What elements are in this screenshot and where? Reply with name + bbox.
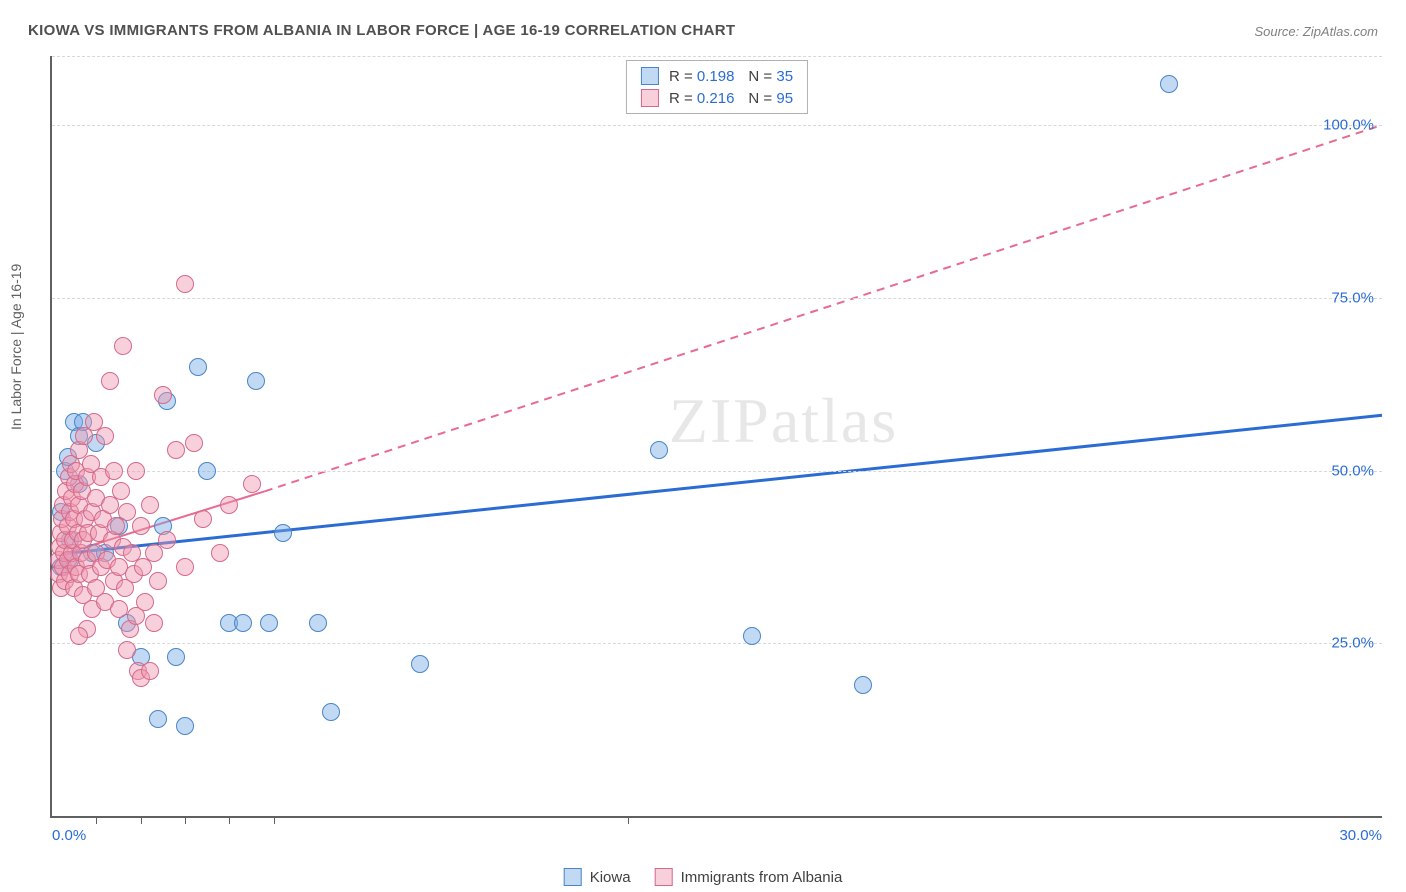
legend-swatch <box>641 89 659 107</box>
data-point <box>114 337 132 355</box>
data-point <box>176 275 194 293</box>
data-point <box>650 441 668 459</box>
gridline <box>52 298 1382 299</box>
x-tick <box>141 816 142 824</box>
trendlines-layer <box>52 56 1382 816</box>
series-legend-label: Immigrants from Albania <box>681 869 843 886</box>
data-point <box>105 462 123 480</box>
data-point <box>127 462 145 480</box>
data-point <box>167 648 185 666</box>
series-legend-item: Kiowa <box>564 868 631 886</box>
data-point <box>411 655 429 673</box>
data-point <box>854 676 872 694</box>
data-point <box>110 600 128 618</box>
watermark: ZIPatlas <box>669 384 898 458</box>
data-point <box>136 593 154 611</box>
data-point <box>176 558 194 576</box>
x-tick-label: 30.0% <box>1339 827 1382 844</box>
scatter-plot-area: ZIPatlas 25.0%50.0%75.0%100.0%0.0%30.0%R… <box>50 56 1382 818</box>
correlation-legend-row: R = 0.198N = 35 <box>627 65 807 87</box>
data-point <box>149 710 167 728</box>
data-point <box>220 496 238 514</box>
data-point <box>141 496 159 514</box>
data-point <box>1160 75 1178 93</box>
chart-title: KIOWA VS IMMIGRANTS FROM ALBANIA IN LABO… <box>28 22 735 39</box>
data-point <box>132 517 150 535</box>
data-point <box>141 662 159 680</box>
data-point <box>167 441 185 459</box>
data-point <box>118 641 136 659</box>
series-legend-label: Kiowa <box>590 869 631 886</box>
data-point <box>112 482 130 500</box>
data-point <box>145 614 163 632</box>
data-point <box>154 386 172 404</box>
data-point <box>189 358 207 376</box>
data-point <box>243 475 261 493</box>
data-point <box>176 717 194 735</box>
gridline <box>52 125 1382 126</box>
y-axis-label: In Labor Force | Age 16-19 <box>8 264 24 430</box>
y-tick-label: 25.0% <box>1331 635 1374 652</box>
legend-swatch <box>564 868 582 886</box>
legend-stat-text: R = 0.198N = 35 <box>669 68 793 85</box>
gridline <box>52 471 1382 472</box>
legend-swatch <box>641 67 659 85</box>
data-point <box>743 627 761 645</box>
series-legend: Kiowa Immigrants from Albania <box>564 868 843 886</box>
legend-swatch <box>655 868 673 886</box>
x-tick <box>229 816 230 824</box>
y-tick-label: 75.0% <box>1331 289 1374 306</box>
legend-stat-text: R = 0.216N = 95 <box>669 90 793 107</box>
data-point <box>322 703 340 721</box>
x-tick <box>96 816 97 824</box>
data-point <box>194 510 212 528</box>
x-tick-label: 0.0% <box>52 827 86 844</box>
x-tick <box>628 816 629 824</box>
data-point <box>96 427 114 445</box>
x-tick <box>274 816 275 824</box>
data-point <box>185 434 203 452</box>
data-point <box>260 614 278 632</box>
data-point <box>274 524 292 542</box>
data-point <box>198 462 216 480</box>
data-point <box>158 531 176 549</box>
data-point <box>70 627 88 645</box>
series-legend-item: Immigrants from Albania <box>655 868 843 886</box>
correlation-legend-row: R = 0.216N = 95 <box>627 87 807 109</box>
data-point <box>247 372 265 390</box>
gridline <box>52 56 1382 57</box>
data-point <box>211 544 229 562</box>
x-tick <box>185 816 186 824</box>
y-tick-label: 50.0% <box>1331 462 1374 479</box>
correlation-legend: R = 0.198N = 35 R = 0.216N = 95 <box>626 60 808 114</box>
data-point <box>145 544 163 562</box>
data-point <box>149 572 167 590</box>
data-point <box>309 614 327 632</box>
data-point <box>101 372 119 390</box>
y-tick-label: 100.0% <box>1323 117 1374 134</box>
gridline <box>52 643 1382 644</box>
source-attribution: Source: ZipAtlas.com <box>1254 24 1378 39</box>
data-point <box>234 614 252 632</box>
